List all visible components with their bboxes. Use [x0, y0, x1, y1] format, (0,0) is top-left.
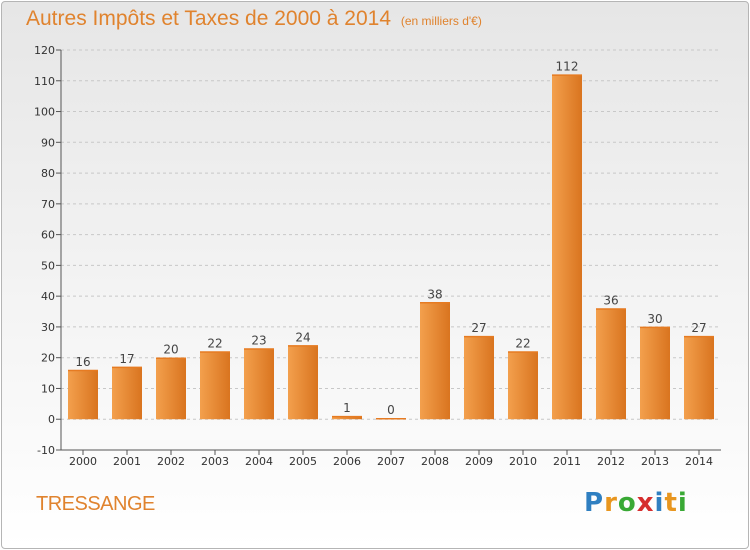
x-tick-label: 2004 — [245, 455, 273, 468]
data-label: 36 — [603, 293, 618, 307]
y-tick-label: 0 — [48, 413, 55, 426]
data-label: 1 — [343, 401, 351, 415]
data-label: 22 — [207, 337, 222, 351]
bar — [156, 357, 186, 420]
data-label: 38 — [427, 287, 442, 301]
data-label: 27 — [471, 321, 486, 335]
logo-letter: x — [636, 488, 655, 518]
bar — [640, 326, 670, 420]
bar — [68, 370, 98, 420]
data-label: 20 — [163, 343, 178, 357]
bars: 16 17 20 22 23 24 1 0 38 27 22 112 36 30 27 — [68, 60, 714, 420]
y-tick-label: 40 — [41, 290, 55, 303]
bar — [508, 351, 538, 420]
y-tick-label: 100 — [34, 106, 55, 119]
x-tick-label: 2007 — [377, 455, 405, 468]
logo-letter: i — [677, 488, 688, 518]
x-tick-label: 2010 — [509, 455, 537, 468]
data-label: 24 — [295, 330, 310, 344]
logo-letter: i — [654, 488, 665, 518]
data-label: 16 — [75, 355, 90, 369]
proxiti-logo: Proxiti — [584, 488, 688, 518]
bar — [684, 336, 714, 420]
x-tick-label: 2000 — [69, 455, 97, 468]
y-tick-label: 30 — [41, 321, 55, 334]
y-tick-label: 10 — [41, 382, 55, 395]
logo-letter: t — [664, 488, 678, 518]
y-tick-label: 50 — [41, 259, 55, 272]
x-tick-label: 2001 — [113, 455, 141, 468]
data-label: 23 — [251, 333, 266, 347]
data-label: 27 — [691, 321, 706, 335]
bar — [112, 366, 142, 420]
y-tick-label: 60 — [41, 229, 55, 242]
chart-title-text: Autres Impôts et Taxes de 2000 à 2014 — [26, 7, 392, 30]
y-tick-label: 20 — [41, 352, 55, 365]
bar — [200, 351, 230, 420]
bar — [244, 348, 274, 420]
commune-name: TRESSANGE — [36, 493, 155, 515]
bar — [596, 308, 626, 420]
bar — [420, 302, 450, 420]
y-tick-label: 120 — [34, 44, 55, 57]
bar — [332, 416, 362, 420]
x-tick-label: 2003 — [201, 455, 229, 468]
x-tick-label: 2008 — [421, 455, 449, 468]
data-label: 17 — [119, 352, 134, 366]
bar — [464, 336, 494, 420]
x-tick-label: 2002 — [157, 455, 185, 468]
x-tick-label: 2009 — [465, 455, 493, 468]
x-tick-label: 2013 — [641, 455, 669, 468]
y-tick-label: 90 — [41, 136, 55, 149]
data-label: 112 — [556, 60, 579, 74]
x-tick-label: 2006 — [333, 455, 361, 468]
x-tick-label: 2014 — [685, 455, 713, 468]
x-tick-label: 2005 — [289, 455, 317, 468]
y-tick-label: 70 — [41, 198, 55, 211]
x-tick-label: 2011 — [553, 455, 581, 468]
bar — [552, 74, 582, 420]
data-label: 22 — [515, 337, 530, 351]
logo-letter: P — [584, 488, 605, 518]
logo-letter: o — [617, 488, 637, 518]
data-label: 30 — [647, 312, 662, 326]
y-tick-label: -10 — [37, 444, 55, 457]
chart-subtitle: (en milliers d'€) — [400, 14, 482, 28]
data-label: 0 — [387, 403, 395, 417]
chart-title: Autres Impôts et Taxes de 2000 à 2014 (e… — [26, 7, 482, 31]
bar — [288, 345, 318, 420]
y-tick-label: 80 — [41, 167, 55, 180]
x-tick-label: 2012 — [597, 455, 625, 468]
y-tick-label: 110 — [34, 75, 55, 88]
logo-letter: r — [604, 488, 618, 518]
